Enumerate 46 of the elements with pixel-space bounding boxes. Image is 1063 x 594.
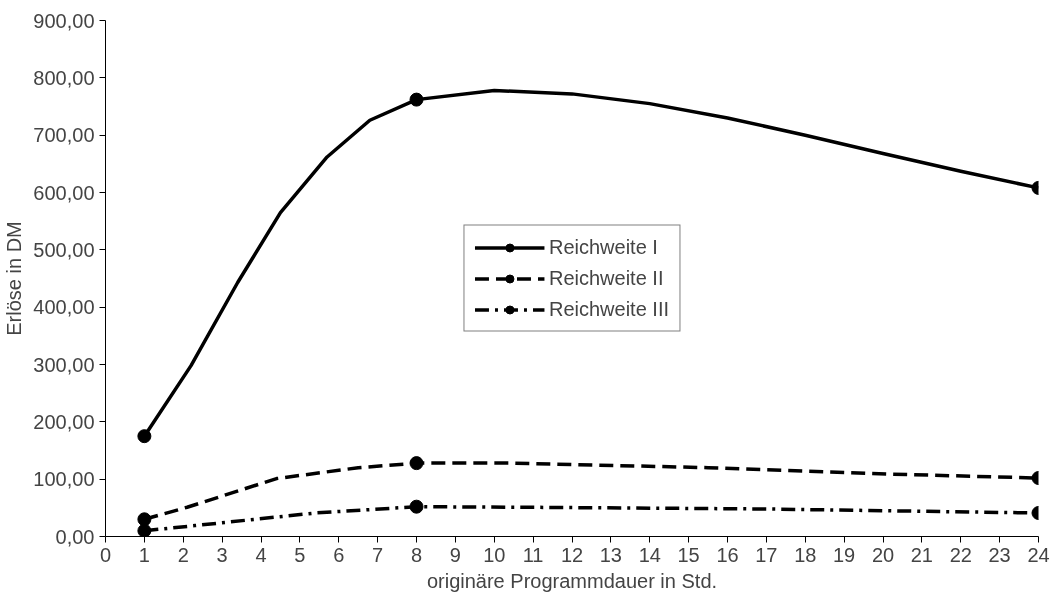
x-tick-label: 4 <box>255 543 267 566</box>
x-tick-label: 18 <box>794 543 817 566</box>
y-tick-label: 500,00 <box>33 238 95 261</box>
y-tick-label: 0,00 <box>55 525 95 548</box>
point <box>137 512 152 527</box>
x-tick-label: 3 <box>216 543 228 566</box>
x-tick-label: 17 <box>755 543 778 566</box>
x-tick-label: 11 <box>522 543 544 566</box>
legend-label: Reichweite II <box>548 266 664 290</box>
point <box>409 456 424 471</box>
x-tick-label: 5 <box>294 543 306 566</box>
point <box>137 523 152 537</box>
legend-label: Reichweite I <box>548 235 658 259</box>
point <box>409 499 424 514</box>
x-tick-label: 2 <box>177 543 189 566</box>
y-tick-label: 300,00 <box>33 353 95 376</box>
x-tick-label: 15 <box>677 543 700 566</box>
x-tick-label: 14 <box>638 543 661 566</box>
y-tick-label: 100,00 <box>33 468 95 491</box>
x-tick-label: 6 <box>333 543 345 566</box>
x-tick-label: 12 <box>560 543 584 566</box>
x-tick-label: 16 <box>716 543 739 566</box>
x-tick-label: 21 <box>910 543 933 566</box>
x-tick-label: 20 <box>871 543 895 566</box>
y-tick-label: 900,00 <box>33 9 95 32</box>
x-tick-label: 23 <box>988 543 1011 566</box>
x-axis-title: originäre Programmdauer in Std. <box>426 569 718 592</box>
y-tick-label: 200,00 <box>33 410 95 433</box>
x-tick-label: 8 <box>410 543 423 566</box>
x-tick-label: 13 <box>599 543 622 566</box>
y-tick-label: 400,00 <box>33 296 95 319</box>
x-tick-label: 10 <box>483 543 506 566</box>
y-axis-title: Erlöse in DM <box>3 221 26 336</box>
x-tick-label: 22 <box>949 543 972 566</box>
x-tick-label: 9 <box>449 543 461 566</box>
legend-label: Reichweite III <box>548 297 670 321</box>
x-tick-label: 7 <box>372 543 384 566</box>
point <box>137 429 152 444</box>
x-tick-label: 1 <box>138 543 150 566</box>
x-tick-label: 24 <box>1027 543 1050 566</box>
x-tick-label: 0 <box>99 543 112 566</box>
x-tick-label: 19 <box>833 543 856 566</box>
point <box>409 92 424 107</box>
y-tick-label: 700,00 <box>33 124 95 147</box>
y-tick-label: 800,00 <box>33 66 95 89</box>
y-tick-label: 600,00 <box>33 181 95 204</box>
